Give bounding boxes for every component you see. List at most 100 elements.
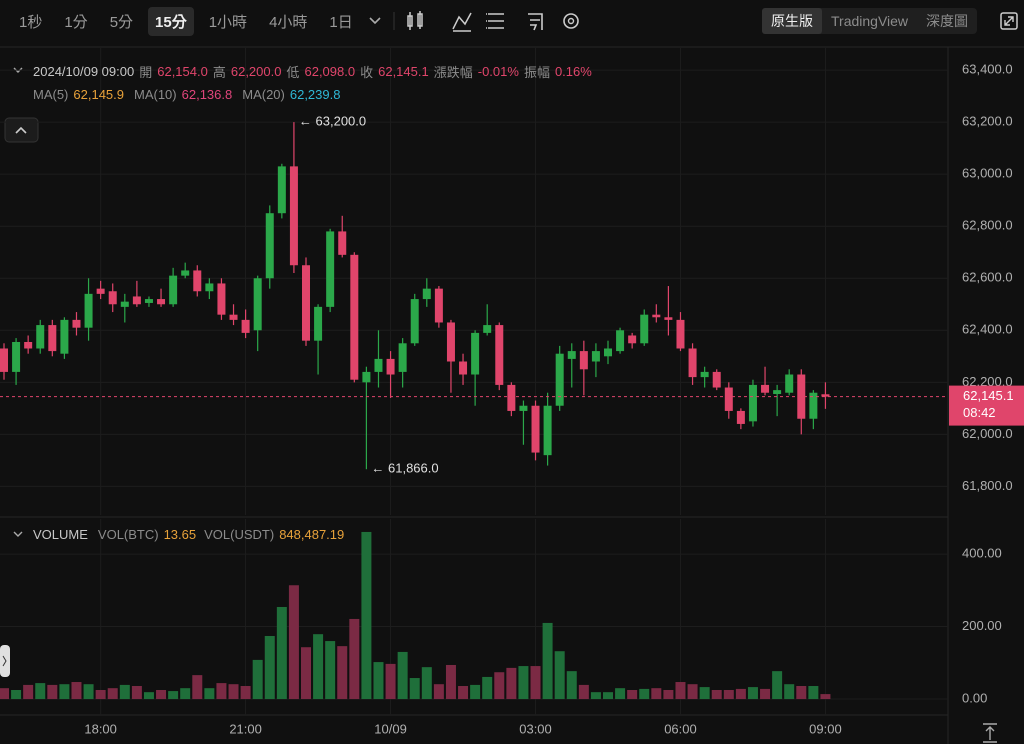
candle-body [120,301,129,307]
volume-bar [687,684,698,700]
interval[interactable]: 5分 [109,13,134,31]
y-tick-label: 62,600.0 [962,270,1013,285]
x-tick-label: 06:00 [664,721,697,736]
extreme-label: ← 63,200.0 [299,114,366,129]
indicator-icon[interactable] [452,12,472,32]
interval[interactable]: 15分 [148,6,194,36]
x-tick-label: 18:00 [84,721,117,736]
y-tick-label: 62,200.0 [962,374,1013,389]
volume-label: VOL(BTC) [97,527,159,542]
volume-bar [397,651,408,700]
candle-type-icon[interactable] [407,11,423,30]
ma-value: 62,239.8 [289,87,341,102]
volume-bar [578,684,589,700]
candle-body [0,348,8,372]
volume-bar [264,635,275,700]
fullscreen-icon[interactable] [999,11,1019,31]
list-icon[interactable] [486,13,504,29]
volume-bar [711,689,722,700]
draw-icon[interactable] [528,13,543,31]
volume-bar [760,688,771,700]
candle-body [72,319,81,328]
candle-body [797,374,806,419]
candle-body [362,371,371,383]
volume-bar [554,651,565,700]
candle-body [821,394,830,397]
volume-bar [482,676,493,700]
settings-icon[interactable] [563,13,579,29]
settings-icon-center [567,17,575,25]
candle-body [434,288,443,323]
interval[interactable]: 1小時 [208,13,248,31]
legend-label: 漲跌幅 [433,65,473,80]
x-tick-label: 21:00 [229,721,262,736]
candle-body [48,325,57,352]
volume-bar [35,683,46,700]
interval[interactable]: 4小時 [269,13,308,31]
volume-bar [675,682,686,700]
candle-body [132,296,141,305]
toolbar-icons [369,11,579,32]
legend-chevron[interactable] [13,67,23,73]
volume-bar [23,684,34,700]
x-tick-label: 10/09 [374,721,407,736]
legend-label: 開 [139,65,153,80]
scale-reset-icon[interactable] [983,723,997,743]
volume-bar [458,686,469,700]
view-tabs: 原生版 TradingView 深度圖 [762,8,978,34]
side-tab-icon [2,655,7,667]
candle-body [579,351,588,370]
candle-body [96,288,105,294]
y-tick-label: 63,400.0 [962,62,1013,77]
candle-body [326,231,335,307]
candle-body [543,405,552,456]
view-tab[interactable]: 原生版 [762,8,822,34]
more-intervals[interactable] [369,17,381,25]
y-tick-label: 63,200.0 [962,114,1013,129]
volume-bar [639,688,650,700]
candle-body [350,254,359,380]
volume-bar [59,684,70,700]
y-tick-label: 61,800.0 [962,478,1013,493]
volume-legend: VOLUME VOL(BTC) 13.65 VOL(USDT) 848,487.19 [33,527,349,542]
candle-body [217,283,226,315]
legend-value: 62,154.0 [157,64,208,79]
candle-body [12,341,21,372]
ma-label: MA(10) [134,87,177,102]
ma-label: MA(5) [33,87,69,102]
volume-bar [566,671,577,700]
side-tab[interactable] [0,645,10,677]
y-tick-label: 400.00 [962,546,1002,561]
candle-body [688,348,697,378]
legend-value: 62,200.0 [230,64,282,79]
volume-chevron[interactable] [13,531,23,537]
volume-bar [445,664,456,700]
interval[interactable]: 1日 [329,13,353,31]
volume-bar [204,688,215,700]
interval[interactable]: 1分 [64,13,88,31]
volume-bar [301,647,311,700]
volume-bar [385,663,396,700]
view-tab[interactable]: 深度圖 [926,13,969,29]
candle-body [422,288,431,300]
volume-bar [337,646,348,700]
volume-bar [615,688,626,700]
y-tick-label: 63,000.0 [962,166,1013,181]
candle-body [604,348,612,357]
candle-body [773,390,782,395]
candle-body [700,371,709,378]
collapse-button[interactable] [4,117,39,143]
candle-body [374,358,383,372]
candle-body [712,371,721,388]
view-tab[interactable]: TradingView [831,13,909,29]
countdown-label: 08:42 [963,405,996,420]
volume-value: 13.65 [163,527,197,542]
candle-body [591,351,600,362]
candle-body [24,341,33,349]
volume-bar [494,672,505,700]
candle-body [736,410,745,424]
candle-body [302,265,310,341]
volume-bar [796,686,807,700]
interval[interactable]: 1秒 [19,13,43,31]
